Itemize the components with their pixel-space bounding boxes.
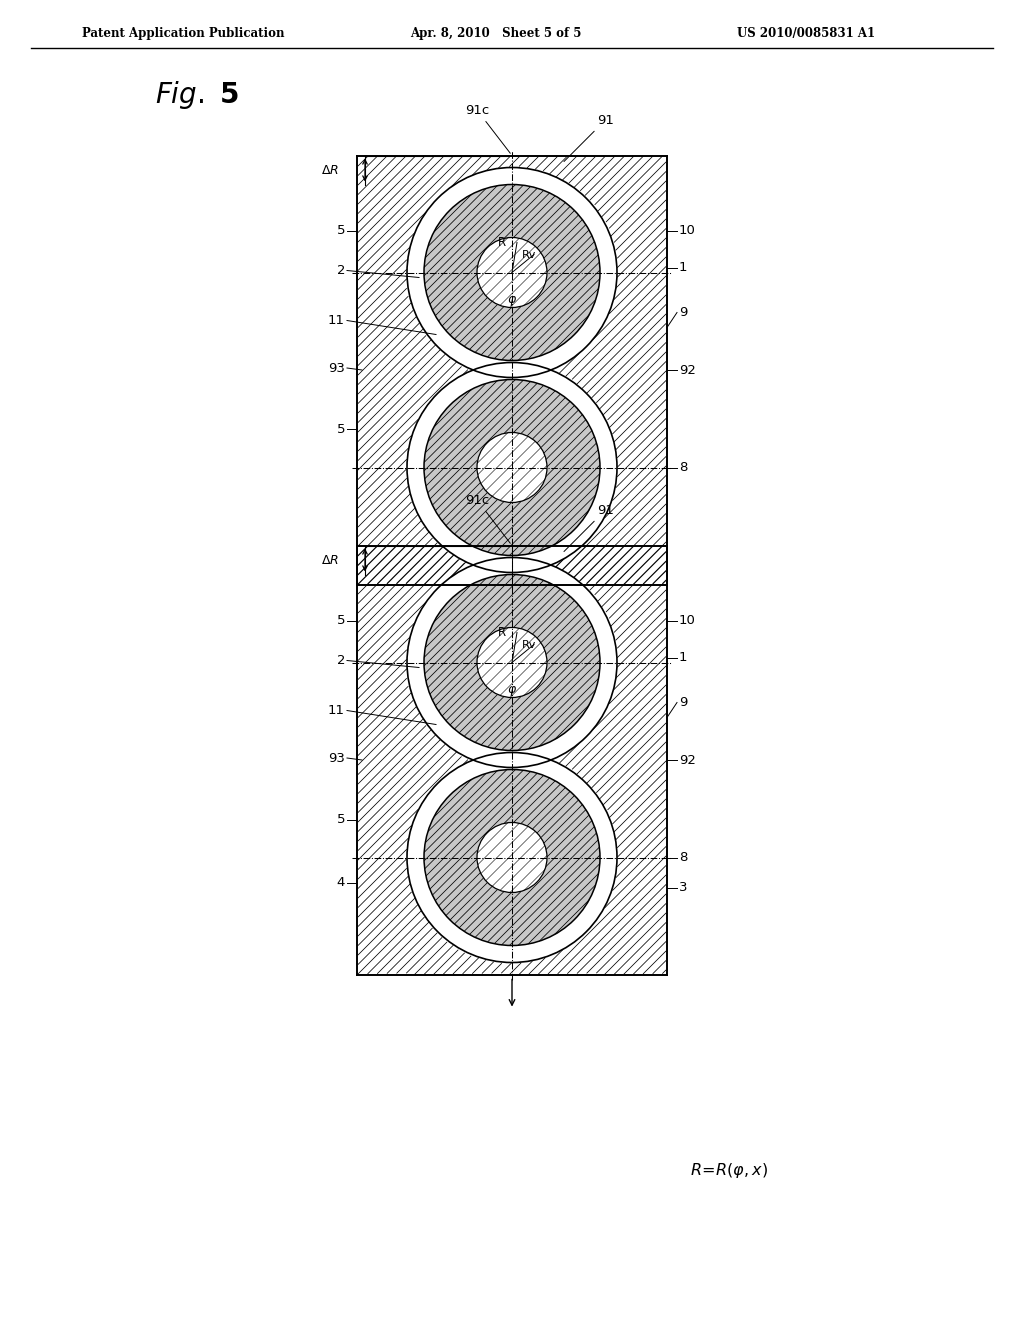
Text: 93: 93	[328, 751, 345, 764]
Text: $R\!=\!R(\varphi,x)$: $R\!=\!R(\varphi,x)$	[690, 1160, 768, 1180]
Text: US 2010/0085831 A1: US 2010/0085831 A1	[737, 26, 876, 40]
Text: 9: 9	[679, 696, 687, 709]
Text: 8: 8	[679, 851, 687, 865]
Text: 2: 2	[337, 653, 345, 667]
Circle shape	[424, 185, 600, 360]
Text: 91c: 91c	[465, 494, 510, 544]
Text: $\Delta R$: $\Delta R$	[321, 164, 339, 177]
Circle shape	[424, 380, 600, 556]
Text: 4: 4	[337, 876, 345, 888]
Text: 1: 1	[679, 651, 687, 664]
Text: $\varphi$: $\varphi$	[507, 293, 517, 308]
Circle shape	[407, 363, 617, 573]
Text: 91c: 91c	[465, 103, 510, 153]
Text: 92: 92	[679, 363, 696, 376]
Text: 11: 11	[328, 704, 345, 717]
Circle shape	[407, 168, 617, 378]
Circle shape	[477, 627, 547, 697]
Text: $\varphi$: $\varphi$	[507, 684, 517, 697]
Text: R: R	[498, 236, 506, 249]
Bar	[357, 545, 667, 974]
Circle shape	[477, 433, 547, 503]
Text: 10: 10	[679, 224, 696, 238]
Circle shape	[477, 238, 547, 308]
Text: 5: 5	[337, 813, 345, 826]
Circle shape	[424, 574, 600, 751]
Text: 5: 5	[337, 614, 345, 627]
Text: Rv: Rv	[522, 249, 537, 260]
Text: 3: 3	[679, 880, 687, 894]
Text: 93: 93	[328, 362, 345, 375]
Text: 5: 5	[337, 422, 345, 436]
Text: 5: 5	[337, 224, 345, 238]
Text: R: R	[498, 626, 506, 639]
Text: 92: 92	[679, 754, 696, 767]
Text: 91: 91	[564, 503, 613, 552]
Text: Rv: Rv	[522, 639, 537, 649]
Circle shape	[477, 822, 547, 892]
Text: $\mathbf{\mathit{Fig.}}$ $\mathbf{5}$: $\mathbf{\mathit{Fig.}}$ $\mathbf{5}$	[155, 79, 239, 111]
Circle shape	[424, 770, 600, 945]
Circle shape	[407, 557, 617, 767]
Circle shape	[407, 752, 617, 962]
Text: 1: 1	[679, 261, 687, 275]
Text: 8: 8	[679, 461, 687, 474]
Bar	[357, 156, 667, 585]
Text: 11: 11	[328, 314, 345, 327]
Text: Apr. 8, 2010   Sheet 5 of 5: Apr. 8, 2010 Sheet 5 of 5	[410, 26, 581, 40]
Text: 9: 9	[679, 306, 687, 319]
Text: Patent Application Publication: Patent Application Publication	[82, 26, 285, 40]
Text: $\Delta R$: $\Delta R$	[321, 553, 339, 566]
Text: 10: 10	[679, 614, 696, 627]
Text: 2: 2	[337, 264, 345, 277]
Text: 91: 91	[564, 114, 613, 161]
